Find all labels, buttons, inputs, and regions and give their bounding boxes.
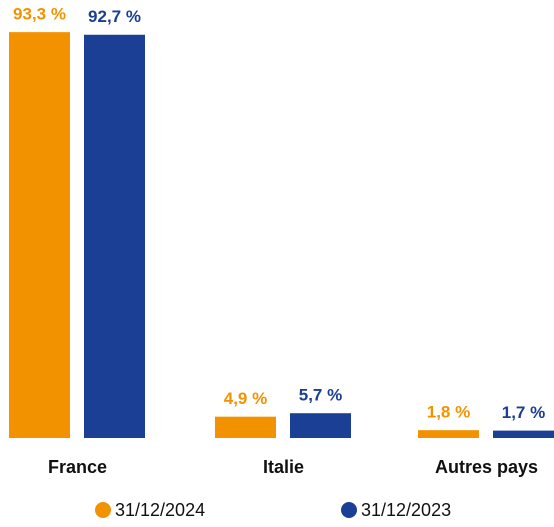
category-label: France bbox=[48, 457, 107, 477]
bar bbox=[9, 32, 70, 439]
bar bbox=[290, 413, 351, 438]
legend-swatch bbox=[341, 502, 357, 518]
category-label: Autres pays bbox=[435, 457, 538, 477]
value-label: 92,7 % bbox=[88, 7, 141, 26]
value-label: 1,8 % bbox=[427, 403, 470, 422]
value-label: 93,3 % bbox=[13, 5, 66, 24]
bar bbox=[84, 34, 145, 438]
bar bbox=[418, 430, 479, 438]
legend-label: 31/12/2023 bbox=[361, 500, 451, 520]
value-label: 5,7 % bbox=[299, 386, 342, 405]
legend-label: 31/12/2024 bbox=[115, 500, 205, 520]
value-label: 4,9 % bbox=[224, 389, 267, 408]
bar bbox=[493, 430, 554, 438]
legend-swatch bbox=[95, 502, 111, 518]
bar bbox=[215, 416, 276, 438]
value-label: 1,7 % bbox=[502, 403, 545, 422]
category-label: Italie bbox=[263, 457, 304, 477]
